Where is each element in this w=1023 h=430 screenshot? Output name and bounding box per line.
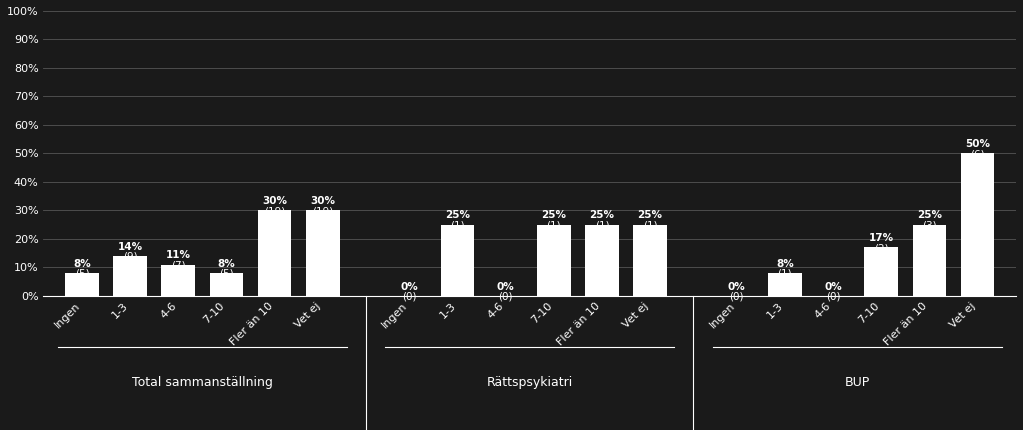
Text: (1): (1): [594, 220, 610, 230]
Bar: [210, 273, 243, 296]
Text: (0): (0): [826, 292, 840, 301]
Text: Rättspsykiatri: Rättspsykiatri: [487, 376, 573, 389]
Bar: [258, 210, 292, 296]
Text: (3): (3): [922, 220, 937, 230]
Text: (5): (5): [219, 269, 233, 279]
Text: Total sammanställning: Total sammanställning: [132, 376, 273, 389]
Bar: [961, 154, 994, 296]
Text: 8%: 8%: [776, 259, 794, 269]
Text: 25%: 25%: [541, 210, 567, 220]
Bar: [306, 210, 340, 296]
Text: (19): (19): [312, 206, 333, 216]
Text: (5): (5): [75, 269, 89, 279]
Text: 17%: 17%: [869, 233, 894, 243]
Bar: [585, 224, 619, 296]
Text: 11%: 11%: [166, 250, 190, 260]
Text: 14%: 14%: [118, 242, 142, 252]
Text: (0): (0): [402, 292, 416, 301]
Text: (1): (1): [642, 220, 658, 230]
Bar: [441, 224, 475, 296]
Text: 25%: 25%: [637, 210, 663, 220]
Bar: [633, 224, 667, 296]
Text: 50%: 50%: [965, 139, 990, 149]
Text: BUP: BUP: [845, 376, 870, 389]
Text: (1): (1): [546, 220, 562, 230]
Text: 0%: 0%: [497, 282, 515, 292]
Text: 30%: 30%: [310, 196, 336, 206]
Text: (1): (1): [450, 220, 464, 230]
Bar: [864, 247, 898, 296]
Bar: [768, 273, 802, 296]
Text: (0): (0): [498, 292, 513, 301]
Text: 8%: 8%: [218, 259, 235, 269]
Text: (6): (6): [970, 149, 985, 159]
Text: 8%: 8%: [73, 259, 91, 269]
Text: 30%: 30%: [262, 196, 287, 206]
Text: 25%: 25%: [917, 210, 942, 220]
Text: (1): (1): [777, 269, 792, 279]
Bar: [162, 264, 195, 296]
Text: (19): (19): [264, 206, 285, 216]
Text: (7): (7): [171, 260, 185, 270]
Text: 0%: 0%: [400, 282, 418, 292]
Text: 25%: 25%: [445, 210, 470, 220]
Bar: [65, 273, 99, 296]
Text: (2): (2): [874, 243, 889, 253]
Text: 25%: 25%: [589, 210, 615, 220]
Text: (9): (9): [123, 252, 137, 262]
Bar: [114, 256, 147, 296]
Bar: [537, 224, 571, 296]
Text: 0%: 0%: [825, 282, 842, 292]
Text: 0%: 0%: [728, 282, 746, 292]
Bar: [913, 224, 946, 296]
Text: (0): (0): [729, 292, 744, 301]
